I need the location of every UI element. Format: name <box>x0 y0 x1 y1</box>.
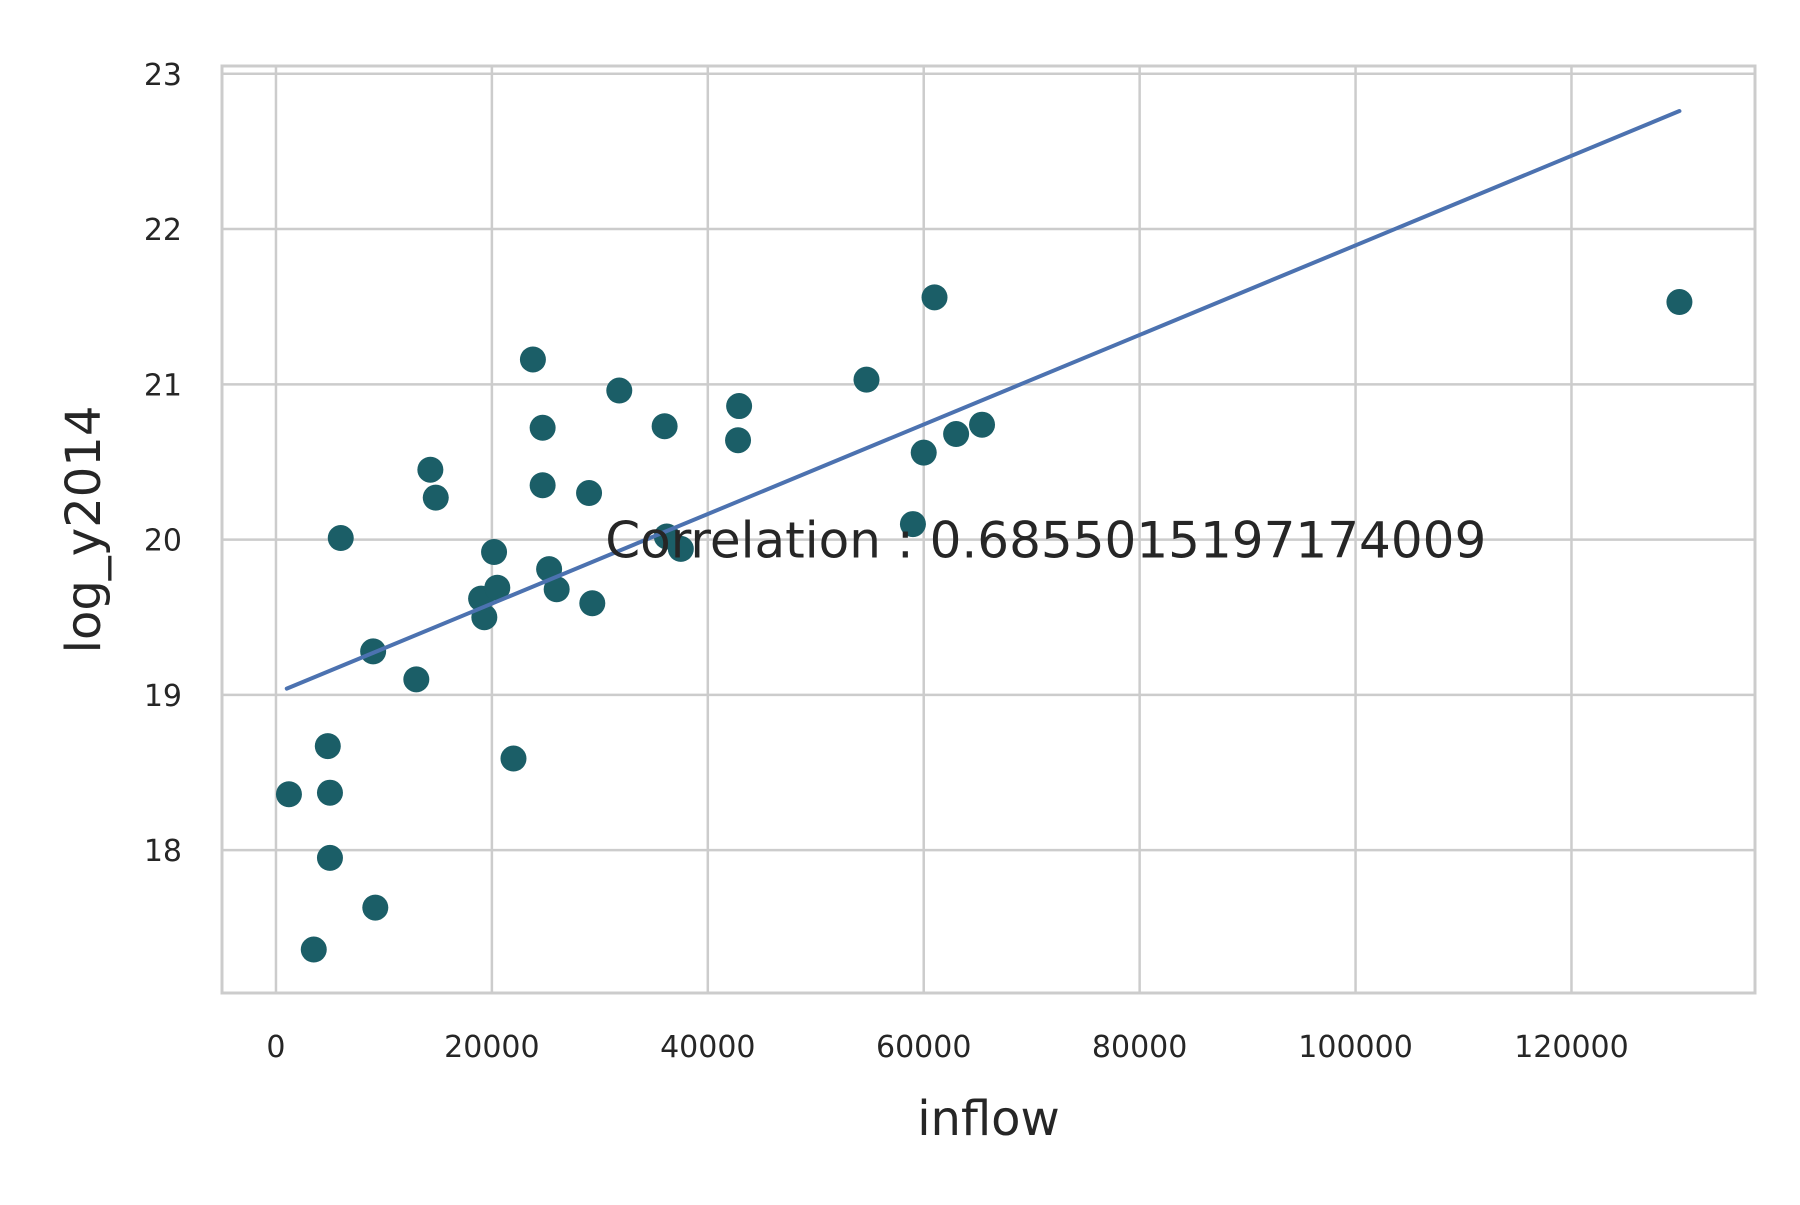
scatter-point <box>1666 289 1693 316</box>
scatter-point <box>543 576 570 603</box>
y-axis-label: log_y2014 <box>56 406 112 654</box>
scatter-point <box>275 781 302 808</box>
scatter-point <box>969 411 996 438</box>
scatter-point <box>300 936 327 963</box>
y-tick-label: 21 <box>144 368 182 403</box>
scatter-point <box>316 844 343 871</box>
scatter-point <box>853 366 880 393</box>
scatter-point <box>579 590 606 617</box>
y-tick-label: 20 <box>144 524 182 559</box>
scatter-point <box>417 456 444 483</box>
y-tick-label: 19 <box>144 679 182 714</box>
scatter-point <box>725 427 752 454</box>
x-tick-label: 100000 <box>1298 1030 1413 1065</box>
scatter-point <box>910 439 937 466</box>
fit-line-layer <box>284 109 1682 691</box>
scatter-point <box>314 733 341 760</box>
scatter-point <box>422 484 449 511</box>
x-tick-label: 0 <box>266 1030 285 1065</box>
plot-frame <box>220 64 1757 995</box>
y-tick-label: 23 <box>144 58 182 93</box>
scatter-point <box>921 284 948 311</box>
grid-layer <box>222 66 1755 993</box>
scatter-point <box>606 377 633 404</box>
scatter-point <box>403 666 430 693</box>
y-tick-label: 18 <box>144 834 182 869</box>
correlation-annotation: Correlation : 0.6855015197174009 <box>605 512 1486 570</box>
x-tick-labels: 0 20000 40000 60000 80000 100000 120000 <box>266 1030 1628 1065</box>
x-tick-label: 60000 <box>876 1030 971 1065</box>
x-tick-label: 20000 <box>444 1030 539 1065</box>
scatter-point <box>362 894 389 921</box>
y-tick-label: 22 <box>144 213 182 248</box>
scatter-point <box>484 574 511 601</box>
x-tick-label: 40000 <box>660 1030 755 1065</box>
scatter-point <box>667 535 694 562</box>
scatter-point <box>726 393 753 420</box>
scatter-point <box>316 779 343 806</box>
scatter-point <box>519 346 546 373</box>
scatter-point <box>327 525 354 552</box>
scatter-point <box>899 511 926 538</box>
y-tick-labels: 18 19 20 21 22 23 <box>144 58 182 869</box>
x-axis-label: inflow <box>917 1091 1060 1147</box>
scatter-point <box>529 472 556 499</box>
scatter-point <box>651 413 678 440</box>
scatter-point <box>500 745 527 772</box>
data-points <box>275 284 1693 963</box>
x-tick-label: 80000 <box>1092 1030 1187 1065</box>
scatter-point <box>943 421 970 448</box>
scatter-point <box>481 539 508 566</box>
scatter-point <box>576 480 603 507</box>
scatter-point <box>529 414 556 441</box>
regression-line <box>284 109 1682 691</box>
x-tick-label: 120000 <box>1514 1030 1629 1065</box>
